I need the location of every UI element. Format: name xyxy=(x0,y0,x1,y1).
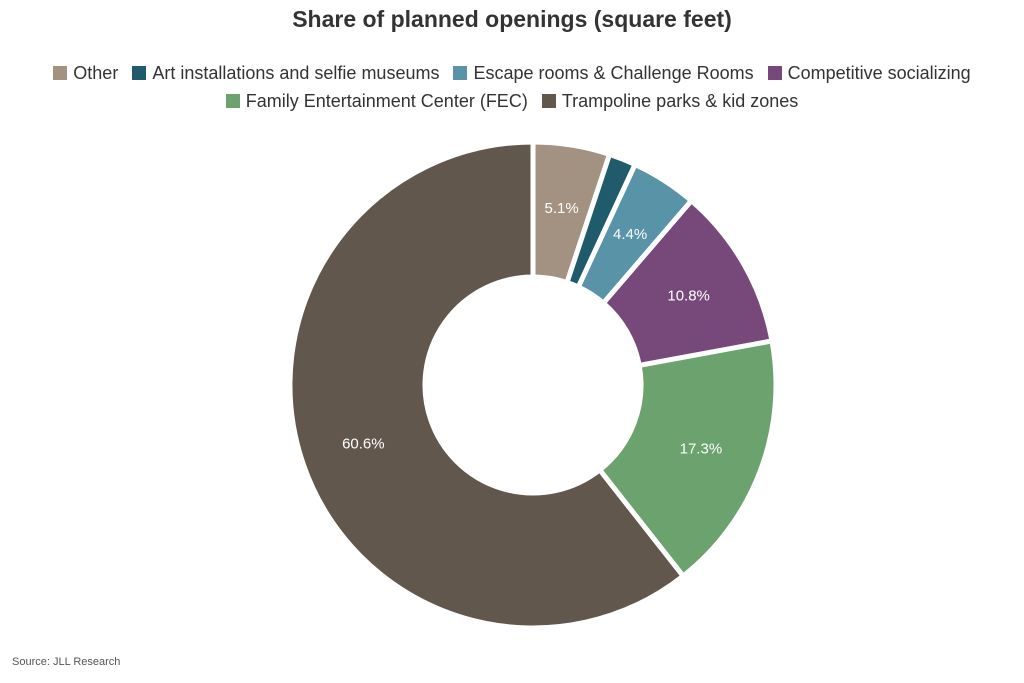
chart-title: Share of planned openings (square feet) xyxy=(292,6,732,32)
legend-swatch xyxy=(132,66,147,80)
slice-data-label: 17.3% xyxy=(680,440,723,457)
slice-data-label: 10.8% xyxy=(667,288,710,305)
legend-swatch xyxy=(541,94,556,108)
legend-item[interactable]: Escape rooms & Challenge Rooms xyxy=(453,62,754,84)
slice-data-label: 4.4% xyxy=(613,226,647,243)
legend-swatch xyxy=(767,66,782,80)
slice-data-label: 5.1% xyxy=(545,200,579,217)
legend-label: Other xyxy=(73,63,119,83)
legend-item[interactable]: Competitive socializing xyxy=(767,62,971,84)
legend-item[interactable]: Family Entertainment Center (FEC) xyxy=(225,90,528,112)
legend-item[interactable]: Art installations and selfie museums xyxy=(132,62,439,84)
legend-label: Trampoline parks & kid zones xyxy=(561,91,799,111)
legend-label: Family Entertainment Center (FEC) xyxy=(245,91,528,111)
chart-legend: Other Art installations and selfie museum… xyxy=(20,62,1004,112)
legend-label: Escape rooms & Challenge Rooms xyxy=(473,63,754,83)
legend-label: Art installations and selfie museums xyxy=(152,63,440,83)
legend-label: Competitive socializing xyxy=(787,63,971,83)
legend-swatch xyxy=(225,94,240,108)
legend-item[interactable]: Other xyxy=(53,62,118,84)
source-note: Source: JLL Research xyxy=(12,656,121,668)
donut-slice[interactable] xyxy=(597,338,779,579)
legend-swatch xyxy=(53,66,68,80)
legend-swatch xyxy=(453,66,468,80)
slice-data-label: 60.6% xyxy=(342,436,385,453)
legend-item[interactable]: Trampoline parks & kid zones xyxy=(541,90,799,112)
donut-slice[interactable] xyxy=(287,139,686,631)
